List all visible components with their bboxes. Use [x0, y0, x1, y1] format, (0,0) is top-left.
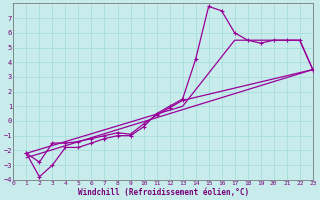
- X-axis label: Windchill (Refroidissement éolien,°C): Windchill (Refroidissement éolien,°C): [77, 188, 249, 197]
